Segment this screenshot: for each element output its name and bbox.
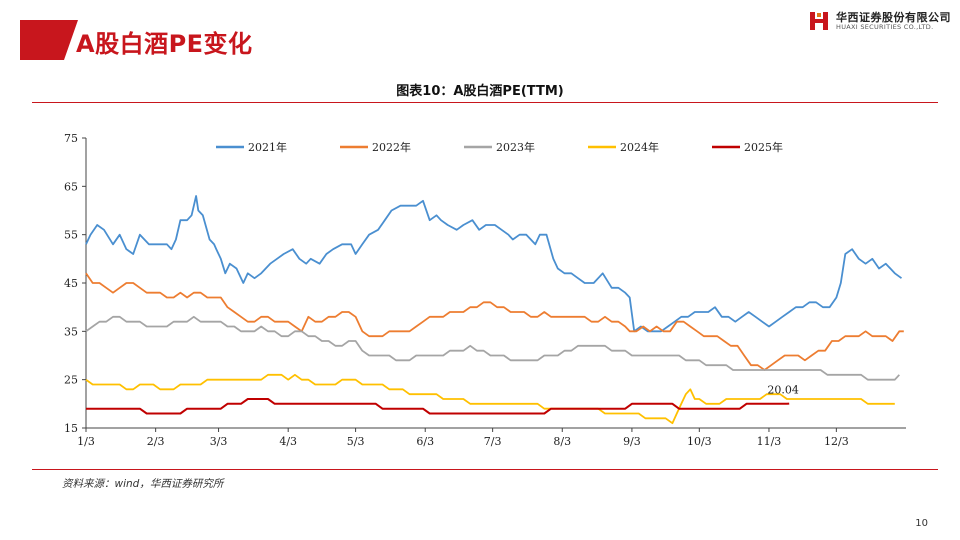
page-title: A股白酒PE变化 — [76, 30, 253, 58]
y-tick-label: 25 — [64, 374, 78, 387]
x-tick-label: 3/3 — [210, 435, 228, 448]
y-tick-label: 35 — [64, 325, 78, 338]
legend-label: 2021年 — [248, 140, 287, 154]
legend-label: 2024年 — [620, 140, 659, 154]
x-tick-label: 1/3 — [77, 435, 95, 448]
y-tick-label: 45 — [64, 277, 78, 290]
chart-lines — [85, 195, 904, 425]
legend-label: 2023年 — [496, 140, 535, 154]
series-line-2023年 — [85, 315, 900, 381]
x-tick-label: 7/3 — [484, 435, 502, 448]
y-tick-label: 55 — [64, 229, 78, 242]
series-line-2024年 — [85, 373, 895, 425]
chart-legend: 2021年 2022年 2023年 2024年 2025年 — [216, 140, 783, 154]
logo-name-cn: 华西证券股份有限公司 — [836, 11, 951, 24]
x-tick-label: 2/3 — [147, 435, 165, 448]
legend-label: 2025年 — [744, 140, 783, 154]
company-logo: 华西证券股份有限公司 HUAXI SECURITIES CO.,LTD. — [808, 8, 953, 36]
chart-annotations: 20.04 — [767, 384, 799, 397]
chart-axes: 15 25 35 45 55 65 75 1/3 2/3 3/3 4/3 5/3 6/3 7/3 8/3 9/… — [64, 132, 906, 448]
page-number: 10 — [915, 518, 928, 529]
logo-name-en: HUAXI SECURITIES CO.,LTD. — [836, 23, 934, 31]
top-divider — [32, 102, 938, 103]
x-tick-label: 5/3 — [347, 435, 365, 448]
header-accent-bar — [20, 20, 78, 60]
y-tick-label: 75 — [64, 132, 78, 145]
x-tick-label: 12/3 — [824, 435, 849, 448]
x-tick-label: 4/3 — [279, 435, 297, 448]
data-label: 20.04 — [767, 384, 799, 397]
x-tick-label: 9/3 — [623, 435, 641, 448]
legend-label: 2022年 — [372, 140, 411, 154]
chart-title: 图表10：A股白酒PE(TTM) — [396, 84, 564, 99]
huaxi-logo-icon — [810, 12, 828, 30]
y-tick-label: 65 — [64, 180, 78, 193]
series-line-2021年 — [85, 195, 903, 333]
x-tick-label: 6/3 — [416, 435, 434, 448]
y-tick-label: 15 — [64, 422, 78, 435]
source-note: 资料来源：wind，华西证券研究所 — [62, 478, 224, 490]
x-tick-label: 11/3 — [757, 435, 782, 448]
series-line-2022年 — [85, 272, 904, 371]
series-line-2025年 — [86, 398, 790, 415]
bottom-divider — [32, 469, 938, 470]
x-tick-label: 10/3 — [687, 435, 712, 448]
x-tick-label: 8/3 — [553, 435, 571, 448]
